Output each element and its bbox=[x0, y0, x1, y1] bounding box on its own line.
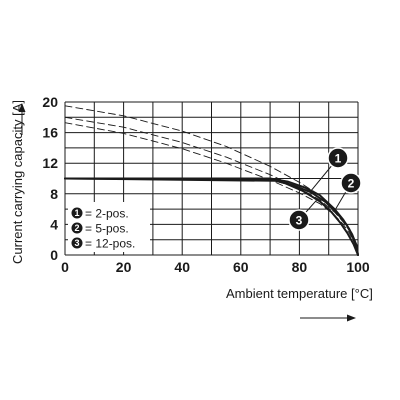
x-tick-label: 20 bbox=[116, 259, 132, 275]
x-tick-label: 60 bbox=[233, 259, 249, 275]
marker-number: 1 bbox=[335, 151, 342, 165]
legend-marker-label: 3 bbox=[74, 238, 79, 248]
legend-marker-3 bbox=[71, 237, 83, 249]
marker-circle bbox=[288, 209, 310, 231]
y-axis-arrow-icon bbox=[18, 103, 26, 135]
marker-number: 2 bbox=[348, 176, 355, 190]
x-tick-label: 0 bbox=[61, 259, 69, 275]
y-tick-label: 12 bbox=[42, 155, 58, 171]
legend-label: = 5-pos. bbox=[85, 222, 129, 236]
dashed-curve-3 bbox=[64, 122, 359, 256]
marker-circle bbox=[340, 172, 362, 194]
x-axis-arrow-icon bbox=[300, 314, 356, 322]
solid-curve-3 bbox=[64, 177, 359, 256]
legend-label: = 2-pos. bbox=[85, 207, 129, 221]
marker-number: 3 bbox=[296, 213, 303, 227]
curve-markers: 12 3 bbox=[288, 147, 362, 231]
legend-marker-label: 2 bbox=[74, 223, 79, 233]
legend: 1 = 2-pos. 2 = 5-pos. 3 = 12-pos. bbox=[68, 202, 150, 252]
y-tick-label: 8 bbox=[50, 186, 58, 202]
marker-circle bbox=[327, 147, 349, 169]
legend-marker-1 bbox=[71, 207, 83, 219]
y-tick-label: 16 bbox=[42, 125, 58, 141]
legend-item: 2 = 5-pos. bbox=[71, 222, 129, 236]
x-tick-label: 100 bbox=[346, 259, 370, 275]
curves bbox=[64, 105, 359, 256]
legend-label: = 12-pos. bbox=[85, 237, 135, 251]
curve-marker-2: 2 bbox=[334, 172, 362, 212]
legend-marker-label: 1 bbox=[74, 208, 79, 218]
y-axis-label: Current carrying capacity [A] bbox=[10, 100, 25, 264]
grid bbox=[64, 101, 359, 256]
x-axis-label: Ambient temperature [°C] bbox=[226, 286, 373, 301]
y-tick-label: 0 bbox=[50, 247, 58, 263]
x-tick-label: 40 bbox=[174, 259, 190, 275]
legend-item: 3 = 12-pos. bbox=[71, 237, 135, 251]
y-tick-label: 20 bbox=[42, 94, 58, 110]
y-tick-label: 4 bbox=[50, 216, 58, 232]
x-axis-ticks: 0 20 40 60 80 100 bbox=[61, 259, 370, 275]
legend-marker-2 bbox=[71, 222, 83, 234]
y-axis-ticks: 0 4 8 12 16 20 bbox=[42, 94, 58, 263]
legend-item: 1 = 2-pos. bbox=[71, 207, 129, 221]
curve-marker-3: 3 bbox=[288, 199, 318, 231]
curve-marker-1: 1 bbox=[310, 147, 349, 192]
x-tick-label: 80 bbox=[292, 259, 308, 275]
